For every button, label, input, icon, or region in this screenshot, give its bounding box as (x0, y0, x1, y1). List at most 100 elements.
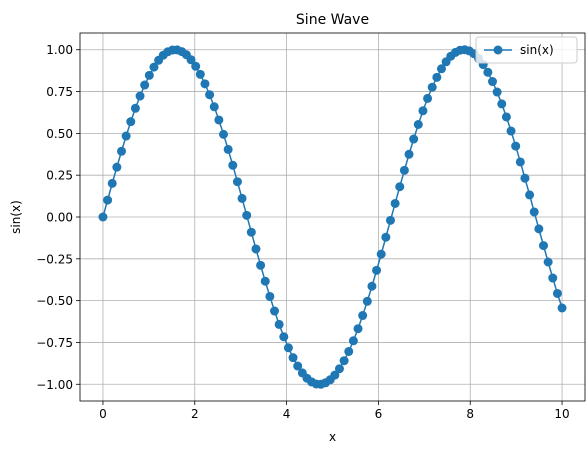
data-point (515, 157, 525, 167)
data-point (404, 149, 414, 159)
data-point (520, 173, 530, 183)
data-point (237, 193, 247, 203)
x-tick-label: 2 (191, 407, 199, 421)
data-point (200, 79, 210, 89)
data-point (191, 61, 201, 71)
data-point (543, 257, 553, 267)
data-point (418, 106, 428, 116)
y-tick-label: −0.25 (36, 252, 73, 266)
data-point (186, 55, 196, 65)
data-point (330, 370, 340, 380)
data-point (344, 346, 354, 356)
x-tick-label: 10 (554, 407, 569, 421)
data-point (274, 319, 284, 329)
data-point (413, 120, 423, 129)
data-point (242, 210, 252, 220)
data-point (367, 281, 377, 291)
data-point (121, 131, 131, 141)
data-point (209, 102, 219, 112)
data-point (246, 227, 256, 237)
plot-data (98, 45, 567, 389)
data-point (506, 126, 516, 136)
data-point (260, 276, 270, 286)
data-point (557, 303, 567, 313)
data-point (385, 215, 395, 225)
data-point (358, 311, 368, 321)
data-point (98, 212, 108, 222)
data-point (293, 361, 303, 371)
data-point (353, 324, 363, 334)
data-point (126, 117, 136, 127)
data-point (130, 103, 140, 113)
y-tick-label: 0.50 (46, 127, 73, 141)
data-point (423, 93, 433, 103)
data-point (103, 195, 113, 205)
y-tick-label: −1.00 (36, 378, 73, 392)
data-point (399, 165, 409, 175)
data-point (483, 67, 493, 77)
data-point (497, 99, 507, 109)
data-point (376, 249, 386, 259)
x-tick-label: 4 (283, 407, 291, 421)
data-point (427, 82, 437, 92)
data-point (107, 178, 117, 188)
data-point (205, 90, 215, 100)
data-point (348, 336, 358, 346)
data-point (432, 72, 442, 82)
data-point (135, 91, 145, 101)
y-axis-label: sin(x) (9, 200, 23, 234)
data-point (117, 146, 126, 156)
x-tick-label: 8 (466, 407, 474, 421)
legend-marker (493, 45, 503, 55)
x-tick-label: 0 (99, 407, 107, 421)
data-point (390, 198, 400, 208)
data-point (525, 190, 535, 200)
y-tick-label: 0.00 (46, 211, 73, 225)
data-point (548, 273, 558, 283)
data-point (283, 343, 293, 353)
data-point (395, 182, 405, 192)
data-point (362, 296, 372, 306)
data-point (140, 80, 150, 90)
data-point (487, 77, 497, 87)
legend-label: sin(x) (520, 43, 554, 57)
data-point (149, 62, 159, 72)
data-point (539, 241, 548, 251)
data-point (195, 69, 205, 79)
chart-title: Sine Wave (296, 12, 369, 28)
data-point (501, 112, 511, 122)
data-point (381, 232, 391, 242)
data-point (436, 64, 446, 74)
data-point (228, 160, 238, 170)
y-tick-label: −0.75 (36, 336, 73, 350)
data-point (270, 306, 280, 316)
data-point (334, 364, 344, 374)
data-point (511, 141, 521, 151)
y-tick-label: 0.75 (46, 85, 73, 99)
data-point (279, 332, 289, 342)
data-point (214, 115, 224, 125)
data-point (529, 207, 539, 217)
y-tick-label: −0.50 (36, 294, 73, 308)
data-point (144, 70, 154, 80)
data-point (339, 356, 349, 366)
data-point (251, 244, 261, 254)
legend: sin(x) (475, 36, 578, 64)
data-point (372, 265, 382, 275)
data-point (534, 224, 544, 234)
data-point (232, 177, 242, 187)
data-point (219, 129, 229, 139)
data-point (112, 162, 122, 172)
legend-box (475, 36, 578, 64)
data-point (409, 134, 419, 144)
data-point (552, 288, 562, 298)
data-point (256, 260, 266, 270)
data-point (265, 291, 275, 301)
data-point (223, 144, 233, 154)
data-point (288, 353, 298, 363)
y-tick-label: 0.25 (46, 169, 73, 183)
data-point (492, 87, 502, 97)
